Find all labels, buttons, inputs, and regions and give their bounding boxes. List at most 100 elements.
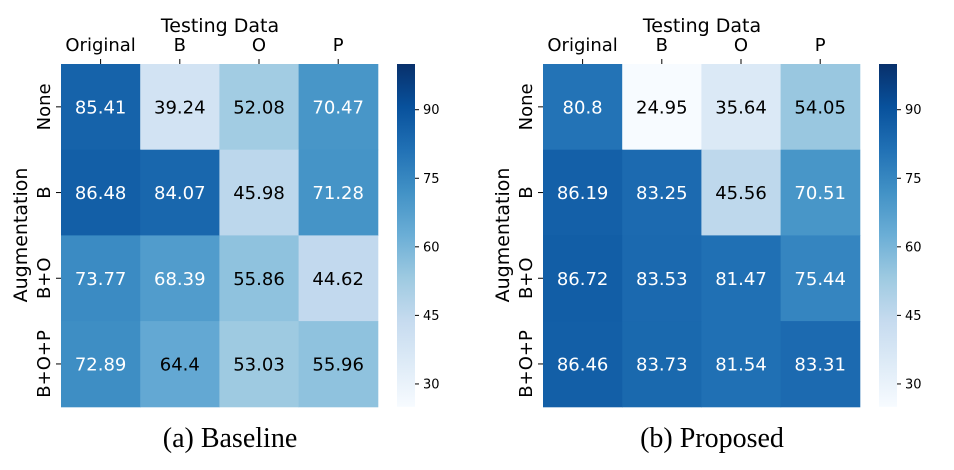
colorbar-tick-label: 60 <box>423 240 440 255</box>
colorbar: 30 45 60 75 90 <box>879 64 922 407</box>
colorbar-gradient <box>397 64 415 407</box>
cell-value-label: 86.19 <box>557 183 609 204</box>
heatmap-cell <box>140 321 220 408</box>
y-tick-label: None <box>34 83 55 130</box>
x-tick-label: B <box>174 35 186 56</box>
cell-value-label: 68.39 <box>154 269 206 290</box>
colorbar-tick-label: 75 <box>423 172 440 187</box>
heatmap-cell <box>543 235 623 322</box>
y-tick-label: B+O <box>516 257 537 299</box>
heatmap-cell <box>298 149 379 236</box>
cell-value-label: 84.07 <box>154 183 206 204</box>
heatmap-cell <box>701 321 782 408</box>
colorbar-gradient <box>879 64 897 407</box>
y-tick-label: B+O+P <box>516 330 537 398</box>
heatmap-cell <box>780 149 861 236</box>
x-axis-title: Testing Data <box>642 15 761 37</box>
cell-value-label: 24.95 <box>636 97 688 118</box>
cell-value-label: 75.44 <box>794 269 846 290</box>
heatmap-cell <box>61 149 141 236</box>
x-tick-label: P <box>815 35 826 56</box>
cell-value-label: 70.47 <box>312 97 364 118</box>
x-tick-label: B <box>656 35 668 56</box>
y-tick-label: B <box>516 186 537 198</box>
colorbar-tick-label: 30 <box>423 377 440 392</box>
heatmap-panel-baseline: Testing Data Augmentation 85.41 39.24 52.0… <box>10 15 440 454</box>
y-tick-label: None <box>516 83 537 130</box>
cell-value-label: 81.47 <box>715 269 767 290</box>
x-tick-label: O <box>252 35 266 56</box>
cell-value-label: 55.96 <box>312 354 364 375</box>
cell-value-label: 52.08 <box>233 97 285 118</box>
heatmap-cell <box>622 149 702 236</box>
cell-value-label: 83.31 <box>794 354 846 375</box>
cell-value-label: 45.56 <box>715 183 767 204</box>
cell-value-label: 83.25 <box>636 183 688 204</box>
heatmap-cell <box>543 321 623 408</box>
cell-value-label: 39.24 <box>154 97 206 118</box>
colorbar-tick-label: 60 <box>905 240 922 255</box>
heatmap-panel-proposed: Testing Data Augmentation 80.8 24.95 35.64… <box>492 15 922 454</box>
x-axis-title: Testing Data <box>160 15 279 37</box>
heatmap-cell <box>622 321 702 408</box>
heatmap-cell <box>622 235 702 322</box>
heatmap-cell <box>219 149 300 236</box>
heatmap-cell <box>701 149 782 236</box>
colorbar-tick-label: 75 <box>905 172 922 187</box>
heatmap-cell <box>298 64 379 151</box>
x-tick-label: P <box>333 35 344 56</box>
y-axis-title: Augmentation <box>10 168 32 303</box>
panel-caption: (b) Proposed <box>640 423 784 454</box>
cell-value-label: 80.8 <box>563 97 603 118</box>
cell-value-label: 35.64 <box>715 97 767 118</box>
heatmap-cell <box>219 64 300 151</box>
x-tick-label: Original <box>547 35 617 56</box>
cell-value-label: 83.53 <box>636 269 688 290</box>
heatmap-cell <box>543 64 623 151</box>
heatmap-cell <box>780 321 861 408</box>
cell-value-label: 73.77 <box>75 269 127 290</box>
x-tick-label: O <box>734 35 748 56</box>
heatmap-cell <box>701 64 782 151</box>
heatmap-cell <box>140 64 220 151</box>
y-tick-label: B+O+P <box>34 330 55 398</box>
cell-value-label: 45.98 <box>233 183 285 204</box>
colorbar: 30 45 60 75 90 <box>397 64 440 407</box>
heatmap-cell <box>543 149 623 236</box>
heatmap-cell <box>780 235 861 322</box>
x-tick-label: Original <box>65 35 135 56</box>
cell-value-label: 83.73 <box>636 354 688 375</box>
y-tick-label: B <box>34 186 55 198</box>
heatmap-cell <box>61 64 141 151</box>
colorbar-tick-label: 45 <box>423 309 440 324</box>
heatmap-cell <box>219 321 300 408</box>
colorbar-tick-label: 30 <box>905 377 922 392</box>
cell-value-label: 54.05 <box>794 97 846 118</box>
cell-value-label: 86.72 <box>557 269 609 290</box>
heatmap-cell <box>61 321 141 408</box>
cell-value-label: 86.46 <box>557 354 609 375</box>
heatmap-cell <box>298 321 379 408</box>
y-tick-label: B+O <box>34 257 55 299</box>
heatmap-cell <box>61 235 141 322</box>
cell-value-label: 70.51 <box>794 183 846 204</box>
cell-value-label: 72.89 <box>75 354 127 375</box>
cell-value-label: 81.54 <box>715 354 767 375</box>
cell-value-label: 44.62 <box>312 269 364 290</box>
colorbar-tick-label: 90 <box>905 103 922 118</box>
heatmap-cell <box>780 64 861 151</box>
panel-caption: (a) Baseline <box>163 423 298 454</box>
heatmap-cell <box>140 235 220 322</box>
heatmap-cell <box>298 235 379 322</box>
y-axis-title: Augmentation <box>492 168 514 303</box>
cell-value-label: 55.86 <box>233 269 285 290</box>
cell-value-label: 85.41 <box>75 97 127 118</box>
heatmap-cell <box>219 235 300 322</box>
heatmap-cell <box>701 235 782 322</box>
heatmap-cell <box>622 64 702 151</box>
cell-value-label: 86.48 <box>75 183 127 204</box>
heatmap-cell <box>140 149 220 236</box>
colorbar-tick-label: 90 <box>423 103 440 118</box>
cell-value-label: 64.4 <box>160 354 200 375</box>
